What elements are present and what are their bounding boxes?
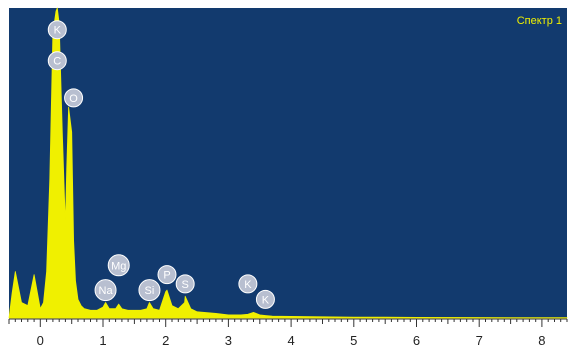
x-tick-label-2: 2 — [162, 333, 169, 348]
peak-label-k-9: K — [255, 289, 275, 309]
x-tick-label-3: 3 — [225, 333, 232, 348]
peak-label-k-8: K — [238, 274, 258, 294]
peak-label-na-3: Na — [94, 279, 117, 302]
legend-spectrum-label: Спектр 1 — [517, 15, 562, 27]
x-tick-label-6: 6 — [413, 333, 420, 348]
svg-text:P: P — [163, 270, 170, 282]
peak-label-p-6: P — [157, 265, 177, 285]
x-tick-label-4: 4 — [287, 333, 294, 348]
svg-text:Si: Si — [145, 285, 155, 297]
x-tick-label-7: 7 — [476, 333, 483, 348]
x-tick-label-1: 1 — [99, 333, 106, 348]
svg-text:K: K — [244, 279, 252, 291]
svg-text:K: K — [54, 25, 62, 37]
svg-text:Mg: Mg — [111, 260, 126, 272]
plot-background — [9, 8, 567, 318]
x-tick-label-8: 8 — [538, 333, 545, 348]
x-tick-label-5: 5 — [350, 333, 357, 348]
spectrum-area — [8, 7, 568, 319]
peak-label-o-2: O — [64, 88, 84, 108]
peak-label-c-1: C — [47, 51, 67, 71]
svg-text:K: K — [262, 294, 270, 306]
svg-text:Na: Na — [99, 285, 114, 297]
peak-label-s-7: S — [175, 274, 195, 294]
peak-label-k-0: K — [47, 20, 67, 40]
x-tick-label-0: 0 — [37, 333, 44, 348]
peak-label-si-5: Si — [138, 279, 161, 302]
peak-label-mg-4: Mg — [107, 254, 130, 277]
spectrum-layer — [8, 7, 568, 319]
x-axis: 0 1 2 3 4 5 6 7 8 — [8, 318, 568, 348]
svg-text:C: C — [53, 56, 61, 68]
svg-text:O: O — [69, 93, 78, 105]
svg-text:S: S — [182, 279, 189, 291]
